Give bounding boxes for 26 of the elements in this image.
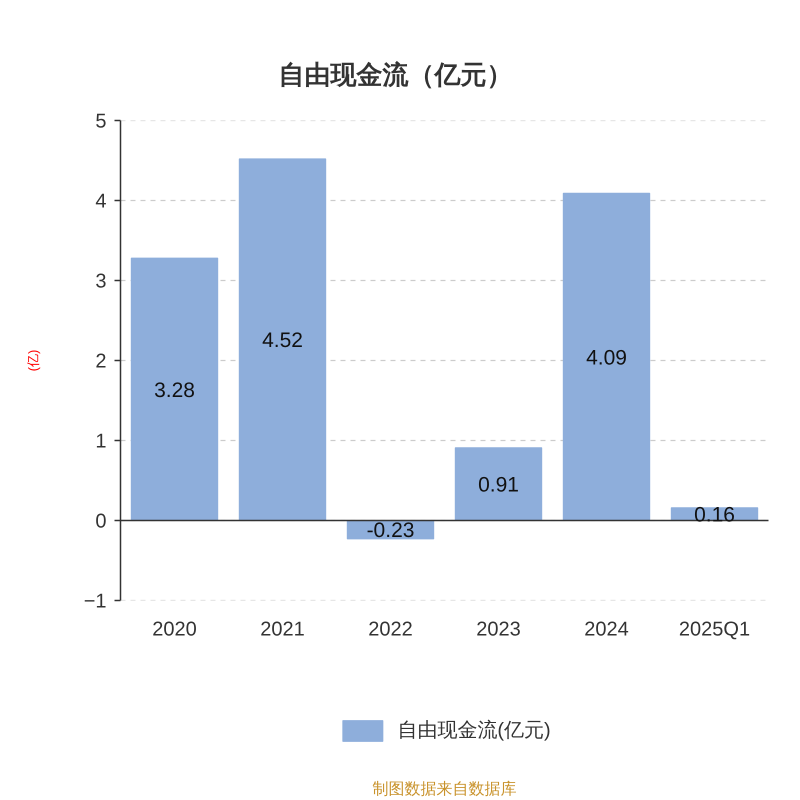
text: 制图数据来自数据库 [372,780,516,798]
x-tick-label: 2023 [476,618,521,640]
data-label: 0.91 [478,474,519,497]
x-tick-label: 2021 [260,618,305,640]
x-tick-label: 2025Q1 [678,618,750,640]
x-tick-label: 2024 [584,618,629,640]
y-tick-label: 3 [95,270,106,292]
data-label: 4.09 [586,346,627,370]
x-tick-label: 2022 [368,618,413,640]
bar [562,192,650,521]
y-axis-title: (亿) [26,350,41,372]
bar [130,258,218,521]
y-tick-label: 1 [95,430,106,452]
data-label: 4.52 [262,329,303,352]
bar [454,447,542,521]
y-tick-label: 2 [95,350,106,372]
bar [238,158,326,521]
y-tick-label: 4 [95,190,106,212]
y-tick-label: 0 [95,510,106,532]
data-label: -0.23 [366,519,414,542]
legend-label: 自由现金流(亿元) [397,718,551,744]
data-label: 3.28 [154,378,195,402]
x-tick-label: 2020 [152,618,197,640]
y-tick-label: −1 [84,590,107,612]
y-tick-label: 5 [95,110,106,132]
chart-title: 自由现金流（亿元） [278,60,512,90]
